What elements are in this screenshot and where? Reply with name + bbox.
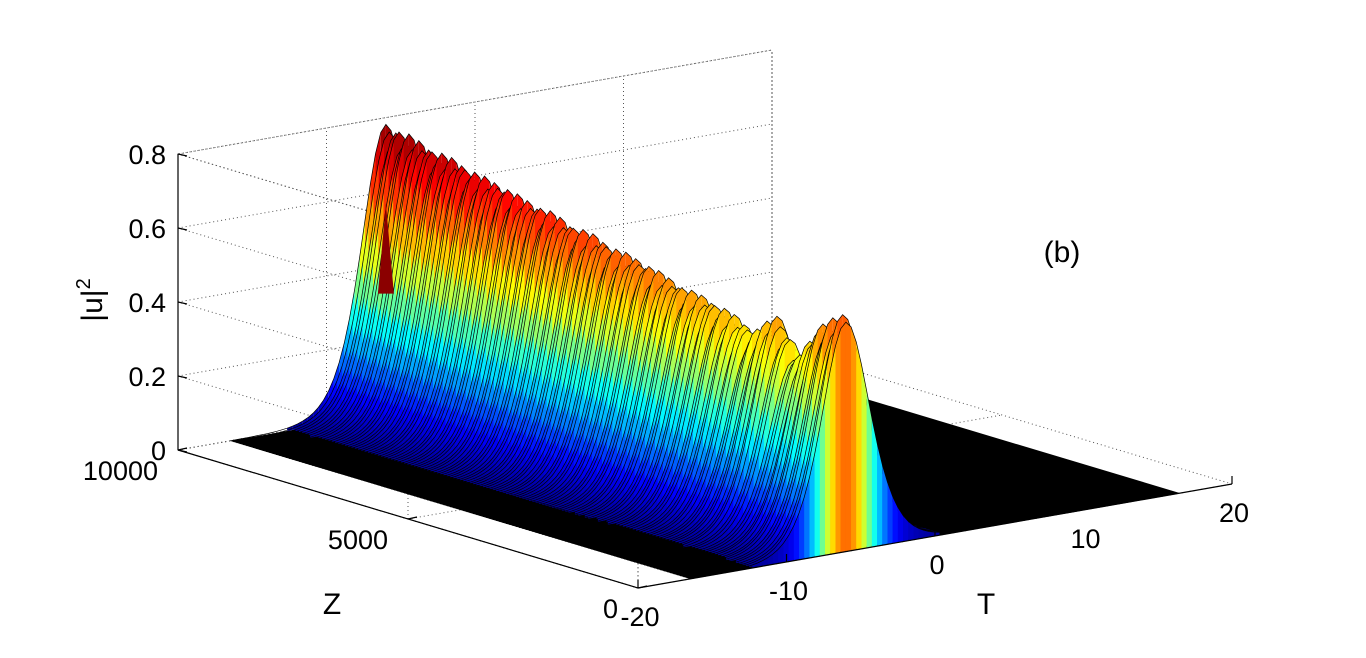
pulse-surface bbox=[229, 123, 1180, 580]
surface-mesh-line bbox=[673, 327, 1163, 575]
z-floor-line bbox=[177, 345, 773, 451]
